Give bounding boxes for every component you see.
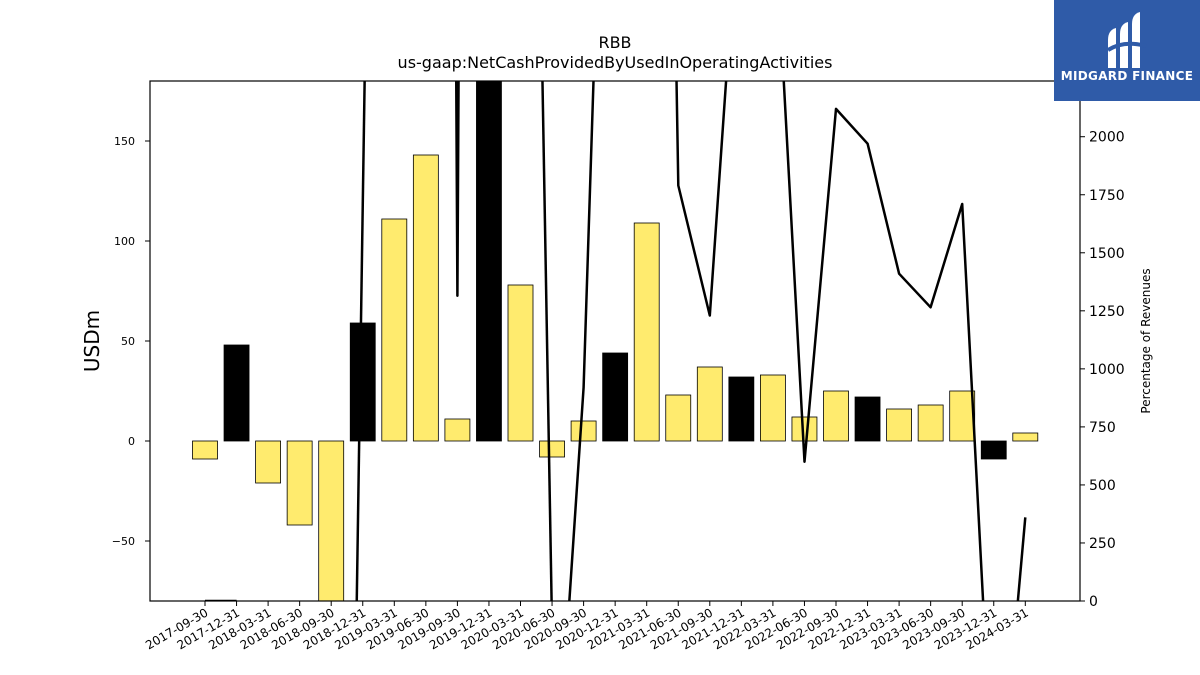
- plot-inner: [192, 81, 1039, 601]
- bar-2023-09-30: [949, 390, 976, 442]
- bar-2020-06-30: [539, 440, 565, 458]
- line-segment-4: [568, 81, 595, 601]
- bar-2022-03-31: [760, 374, 786, 442]
- y2-tick-label: 750: [1089, 420, 1116, 436]
- bar-2017-12-31: [223, 344, 250, 442]
- plot-area: −500501001500250500750100012501500175020…: [112, 80, 1125, 652]
- bar-2024-03-31: [1012, 432, 1039, 442]
- y2-tick-label: 1000: [1089, 362, 1125, 378]
- bar-2018-06-30: [286, 440, 313, 526]
- line-segment-6: [782, 81, 985, 601]
- line-segment-7: [1016, 517, 1027, 601]
- y2-tick-label: 1250: [1089, 304, 1125, 320]
- bar-2020-12-31: [602, 352, 629, 442]
- y-tick-label: 150: [114, 135, 135, 148]
- chart-title: RBB: [598, 33, 631, 52]
- bar-2021-09-30: [696, 366, 723, 442]
- bar-2018-12-31: [349, 322, 376, 442]
- y2-tick-label: 1500: [1089, 246, 1125, 262]
- y2-axis-label: Percentage of Revenues: [1139, 268, 1153, 413]
- bar-2020-09-30: [570, 420, 597, 442]
- y-tick-label: 0: [128, 435, 135, 448]
- bar-2022-06-30: [791, 416, 818, 442]
- line-segment-1: [355, 81, 366, 601]
- bar-2023-06-30: [917, 404, 944, 442]
- y-tick-label: 100: [114, 235, 135, 248]
- y-tick-label: −50: [112, 535, 135, 548]
- bar-2021-12-31: [728, 376, 755, 442]
- y2-tick-label: 0: [1089, 594, 1098, 610]
- y-tick-label: 50: [121, 335, 135, 348]
- logo-mark-icon: [1106, 12, 1147, 68]
- bar-2022-09-30: [823, 390, 849, 442]
- bar-2017-09-30: [192, 440, 218, 460]
- chart-subtitle: us-gaap:NetCashProvidedByUsedInOperating…: [398, 53, 833, 72]
- bar-2018-09-30: [318, 440, 345, 601]
- logo-text: MIDGARD FINANCE: [1060, 69, 1194, 83]
- line-segment-3: [541, 81, 553, 601]
- bar-2018-03-31: [255, 440, 282, 484]
- y2-tick-label: 2000: [1089, 130, 1125, 146]
- line-segment-2: [454, 81, 460, 297]
- bar-2023-12-31: [980, 440, 1007, 460]
- bar-2021-06-30: [665, 394, 692, 442]
- bar-2019-09-30: [444, 418, 471, 442]
- bar-2019-03-31: [381, 218, 408, 442]
- bar-2019-12-31: [476, 81, 502, 442]
- bar-2019-06-30: [412, 154, 439, 442]
- bar-2023-03-31: [886, 408, 912, 442]
- y2-tick-label: 500: [1089, 478, 1116, 494]
- bar-2020-03-31: [507, 284, 534, 442]
- y2-tick-label: 1750: [1089, 188, 1125, 204]
- company-logo: MIDGARD FINANCE: [1054, 0, 1200, 101]
- y-axis-label: USDm: [80, 310, 104, 372]
- y2-tick-label: 250: [1089, 536, 1116, 552]
- line-segment-5: [675, 81, 728, 317]
- bar-2022-12-31: [854, 396, 881, 442]
- bar-2021-03-31: [633, 222, 660, 442]
